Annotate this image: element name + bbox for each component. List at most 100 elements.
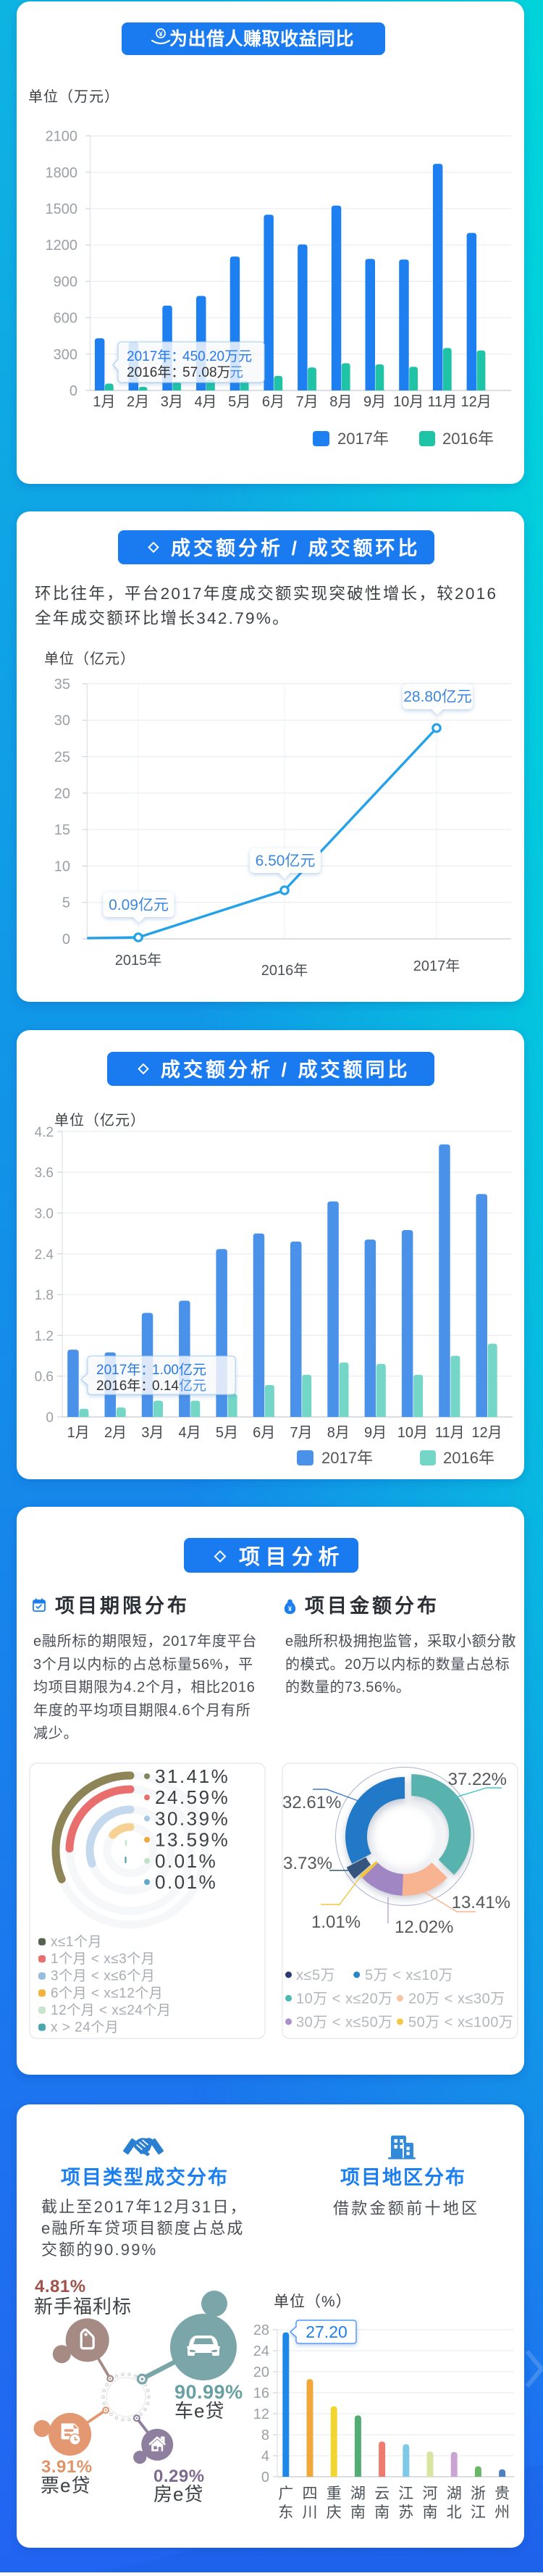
svg-text:450.20万元: 450.20万元 [182, 349, 252, 364]
svg-text:e融所车贷项目额度占总成: e融所车贷项目额度占总成 [41, 2220, 245, 2238]
svg-text:1500: 1500 [46, 201, 78, 217]
svg-text:0.14: 0.14 [152, 1379, 179, 1394]
svg-text:2017年: 2017年 [413, 958, 460, 974]
svg-text:5月: 5月 [228, 394, 251, 410]
svg-text:环比往年，平台2017年度成交额实现突破性增长，较2016: 环比往年，平台2017年度成交额实现突破性增长，较2016 [35, 585, 497, 603]
svg-text:4.2: 4.2 [35, 1125, 54, 1140]
svg-text:成交额分析 / 成交额同比: 成交额分析 / 成交额同比 [161, 1058, 411, 1081]
svg-text:3个月以内标的占总标量56%，平: 3个月以内标的占总标量56%，平 [33, 1656, 253, 1673]
svg-text:11月: 11月 [435, 1425, 465, 1441]
svg-text:项目分析: 项目分析 [239, 1545, 345, 1569]
svg-text:房e贷: 房e贷 [153, 2483, 203, 2505]
svg-text:13.59%: 13.59% [155, 1829, 230, 1851]
svg-text:河: 河 [423, 2485, 438, 2502]
svg-text:的数量的73.56%。: 的数量的73.56%。 [285, 1679, 411, 1696]
svg-text:9月: 9月 [364, 1425, 387, 1441]
svg-text:5月: 5月 [216, 1425, 238, 1441]
svg-text:1.8: 1.8 [35, 1288, 54, 1303]
svg-text:6.50亿元: 6.50亿元 [256, 853, 316, 869]
svg-text:广: 广 [278, 2485, 293, 2502]
svg-text:28.80亿元: 28.80亿元 [403, 689, 472, 706]
svg-text:1.01%: 1.01% [311, 1912, 361, 1932]
svg-text:成交额分析 / 成交额环比: 成交额分析 / 成交额环比 [171, 537, 421, 559]
svg-text:6个月 < x≤12个月: 6个月 < x≤12个月 [51, 1985, 163, 2001]
svg-text:e融所标的期限短，2017年度平台: e融所标的期限短，2017年度平台 [33, 1633, 257, 1649]
svg-text:4.81%: 4.81% [35, 2277, 86, 2296]
svg-text:27.20: 27.20 [306, 2322, 348, 2341]
svg-text:东: 东 [278, 2504, 293, 2521]
svg-text:庆: 庆 [327, 2504, 342, 2521]
svg-text:x > 24个月: x > 24个月 [51, 2020, 119, 2036]
svg-text:元: 元 [230, 365, 243, 380]
svg-text:9月: 9月 [363, 394, 386, 410]
svg-text:减少。: 减少。 [33, 1725, 78, 1741]
svg-text:重: 重 [327, 2485, 342, 2502]
svg-text:12月: 12月 [460, 394, 491, 410]
svg-text:10月: 10月 [397, 1425, 428, 1441]
svg-text:2016年: 2016年 [443, 1449, 494, 1467]
svg-text:20万 < x≤30万: 20万 < x≤30万 [408, 1991, 505, 2007]
svg-text:3个月 < x≤6个月: 3个月 < x≤6个月 [51, 1968, 155, 1984]
svg-text:0.01%: 0.01% [155, 1871, 217, 1893]
svg-text:x≤1个月: x≤1个月 [51, 1934, 102, 1950]
svg-text:8: 8 [261, 2427, 269, 2443]
svg-text:0.29%: 0.29% [153, 2467, 205, 2486]
svg-text:30.39%: 30.39% [155, 1807, 230, 1829]
svg-text:四: 四 [303, 2485, 318, 2502]
svg-text:贵: 贵 [494, 2485, 510, 2502]
svg-text:37.22%: 37.22% [448, 1770, 507, 1789]
svg-text:7月: 7月 [290, 1425, 312, 1441]
svg-text:2月: 2月 [104, 1425, 127, 1441]
svg-text:1月: 1月 [93, 394, 115, 410]
svg-text:35: 35 [54, 677, 70, 693]
svg-text:1.2: 1.2 [35, 1329, 54, 1344]
svg-text:90.99%: 90.99% [174, 2381, 243, 2403]
svg-text:4月: 4月 [179, 1425, 201, 1441]
svg-text:0.09亿元: 0.09亿元 [109, 897, 169, 913]
svg-text:全年成交额环比增长342.79%。: 全年成交额环比增长342.79%。 [35, 609, 290, 627]
svg-text:车e贷: 车e贷 [174, 2400, 224, 2422]
svg-text:云: 云 [374, 2485, 390, 2502]
svg-text:0: 0 [62, 932, 70, 948]
svg-text:江: 江 [398, 2485, 413, 2502]
svg-text:苏: 苏 [398, 2504, 413, 2521]
svg-text:5: 5 [62, 895, 70, 911]
svg-text:12月: 12月 [471, 1425, 502, 1441]
svg-text:12: 12 [253, 2406, 269, 2422]
svg-text:2016年: 2016年 [261, 962, 308, 979]
svg-text:16: 16 [253, 2385, 269, 2401]
svg-text:6月: 6月 [262, 394, 285, 410]
svg-text:1800: 1800 [46, 165, 78, 181]
svg-text:项目类型成交分布: 项目类型成交分布 [61, 2166, 229, 2188]
svg-text:6月: 6月 [253, 1425, 275, 1441]
svg-text:0: 0 [261, 2470, 269, 2485]
svg-text:项目期限分布: 项目期限分布 [55, 1595, 190, 1617]
svg-text:单位（万元）: 单位（万元） [28, 88, 119, 105]
svg-text:2月: 2月 [127, 394, 149, 410]
svg-text:30: 30 [54, 713, 70, 729]
svg-text:州: 州 [494, 2504, 510, 2521]
svg-text:13.41%: 13.41% [452, 1893, 510, 1912]
svg-text:600: 600 [54, 311, 77, 327]
svg-text:单位（%）: 单位（%） [274, 2293, 352, 2310]
svg-text:15: 15 [54, 822, 70, 838]
svg-text:南: 南 [423, 2504, 438, 2521]
svg-text:2015年: 2015年 [115, 952, 162, 969]
svg-text:e融所积极拥抱监管，采取小额分散: e融所积极拥抱监管，采取小额分散 [285, 1633, 516, 1649]
svg-text:5万 < x≤10万: 5万 < x≤10万 [365, 1967, 453, 1983]
svg-text:57.08万: 57.08万 [182, 365, 231, 380]
svg-text:3.91%: 3.91% [41, 2457, 93, 2477]
svg-text:3.73%: 3.73% [283, 1854, 332, 1873]
svg-text:交额的90.99%: 交额的90.99% [41, 2241, 157, 2259]
svg-text:0: 0 [46, 1410, 54, 1426]
svg-text:南: 南 [350, 2504, 366, 2521]
svg-text:4: 4 [261, 2449, 269, 2464]
svg-text:浙: 浙 [471, 2485, 486, 2502]
svg-text:12个月 < x≤24个月: 12个月 < x≤24个月 [51, 2002, 171, 2018]
svg-text:25: 25 [54, 750, 70, 766]
svg-text:20: 20 [253, 2364, 269, 2380]
svg-text:12.02%: 12.02% [395, 1918, 453, 1937]
svg-text:0.01%: 0.01% [155, 1850, 217, 1872]
svg-text:截止至2017年12月31日，: 截止至2017年12月31日， [41, 2198, 248, 2216]
svg-text:50万 < x≤100万: 50万 < x≤100万 [408, 2015, 513, 2031]
